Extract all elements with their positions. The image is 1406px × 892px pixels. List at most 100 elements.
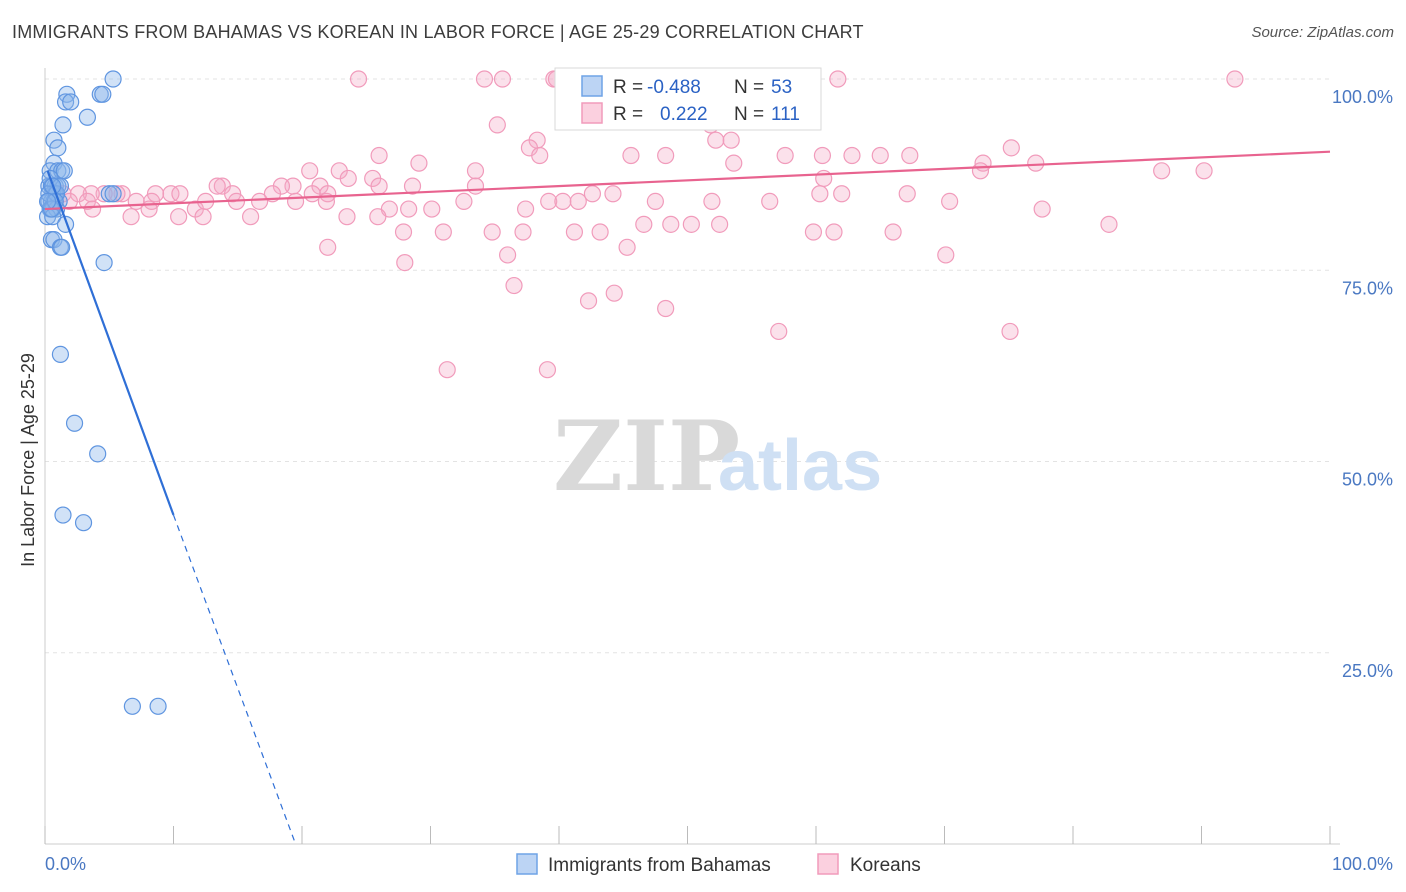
korean-point-19 bbox=[843, 146, 861, 165]
bahamas-point-42 bbox=[74, 514, 93, 532]
korean-point-83 bbox=[898, 185, 916, 203]
korean-point-87 bbox=[122, 208, 140, 226]
legend-n-value-2: 111 bbox=[771, 104, 800, 125]
korean-point-89 bbox=[170, 208, 188, 226]
bahamas-trend-extension bbox=[172, 514, 297, 845]
korean-point-15 bbox=[531, 146, 549, 165]
korean-point-121 bbox=[1153, 162, 1171, 180]
source-note: Source: ZipAtlas.com bbox=[1251, 24, 1394, 41]
korean-point-107 bbox=[1100, 215, 1118, 233]
watermark: ZIP atlas bbox=[553, 400, 882, 513]
korean-point-79 bbox=[703, 192, 721, 210]
korean-point-95 bbox=[434, 223, 452, 241]
bahamas-point-38 bbox=[51, 345, 70, 363]
bahamas-point-14 bbox=[55, 162, 73, 180]
korean-point-82 bbox=[833, 185, 851, 203]
korean-trend-line bbox=[44, 150, 1331, 211]
korean-series bbox=[46, 70, 1244, 379]
korean-point-97 bbox=[514, 223, 532, 241]
korean-point-72 bbox=[516, 200, 535, 218]
korean-point-22 bbox=[1002, 139, 1020, 157]
x-tick-label-0: 0.0% bbox=[45, 854, 86, 874]
korean-point-117 bbox=[1001, 322, 1019, 341]
bahamas-point-4 bbox=[94, 85, 112, 103]
korean-point-112 bbox=[505, 276, 523, 295]
korean-point-99 bbox=[591, 223, 609, 241]
korean-point-84 bbox=[941, 192, 959, 210]
legend-r-label-2: R = bbox=[613, 104, 643, 125]
korean-point-120 bbox=[319, 238, 337, 256]
korean-point-106 bbox=[884, 223, 902, 241]
korean-point-94 bbox=[394, 223, 413, 241]
korean-point-93 bbox=[369, 208, 387, 226]
korean-point-70 bbox=[455, 192, 473, 210]
korean-point-9 bbox=[488, 116, 506, 134]
bahamas-point-6 bbox=[78, 108, 97, 126]
bahamas-point-5 bbox=[104, 70, 122, 88]
korean-point-69 bbox=[423, 200, 441, 218]
bahamas-point-7 bbox=[54, 116, 72, 134]
korean-point-118 bbox=[538, 361, 557, 379]
bahamas-point-26 bbox=[104, 185, 122, 203]
korean-point-63 bbox=[250, 192, 269, 210]
korean-point-101 bbox=[662, 215, 680, 233]
korean-point-76 bbox=[583, 185, 602, 203]
korean-point-45 bbox=[208, 177, 226, 195]
korean-point-34 bbox=[339, 169, 357, 188]
korean-point-73 bbox=[540, 192, 558, 210]
legend-swatch-korean bbox=[581, 102, 603, 124]
trend-lines bbox=[44, 150, 1331, 845]
korean-point-105 bbox=[825, 223, 843, 241]
korean-point-29 bbox=[971, 162, 990, 180]
korean-point-36 bbox=[403, 177, 422, 195]
korean-point-13 bbox=[707, 131, 725, 149]
korean-point-14 bbox=[722, 131, 740, 149]
korean-point-71 bbox=[466, 177, 485, 195]
korean-point-81 bbox=[811, 185, 829, 203]
bahamas-point-25 bbox=[100, 185, 118, 203]
bottom-legend-korean: Koreans bbox=[850, 855, 921, 876]
korean-point-25 bbox=[410, 154, 428, 172]
bahamas-point-9 bbox=[49, 139, 67, 157]
korean-point-2 bbox=[493, 70, 512, 88]
legend-r-label-1: R = bbox=[613, 77, 643, 98]
legend-n-value-1: 53 bbox=[771, 77, 792, 98]
legend-n-label-2: N = bbox=[734, 104, 764, 125]
bahamas-point-44 bbox=[149, 697, 167, 715]
bahamas-point-1 bbox=[56, 93, 75, 111]
tick-labels: 100.0% 75.0% 50.0% 25.0% 0.0% 100.0% bbox=[45, 87, 1393, 874]
korean-point-108 bbox=[499, 246, 517, 264]
korean-point-0 bbox=[349, 70, 368, 88]
korean-point-104 bbox=[804, 223, 823, 241]
korean-point-18 bbox=[813, 146, 832, 165]
korean-point-92 bbox=[338, 208, 356, 226]
korean-point-116 bbox=[770, 322, 788, 341]
korean-point-30 bbox=[657, 146, 675, 165]
korean-point-23 bbox=[1027, 154, 1045, 172]
korean-point-86 bbox=[83, 200, 102, 218]
korean-point-1 bbox=[475, 70, 494, 88]
korean-point-80 bbox=[761, 192, 779, 210]
korean-point-122 bbox=[1195, 162, 1213, 180]
x-tick-label-1: 100.0% bbox=[1332, 854, 1393, 874]
korean-point-68 bbox=[400, 200, 418, 218]
korean-point-113 bbox=[605, 284, 623, 302]
korean-point-103 bbox=[711, 215, 729, 233]
y-tick-label-1: 75.0% bbox=[1342, 278, 1393, 298]
watermark-atlas: atlas bbox=[718, 426, 882, 506]
korean-point-17 bbox=[776, 146, 794, 165]
bahamas-point-36 bbox=[53, 238, 71, 256]
korean-point-119 bbox=[438, 361, 456, 379]
korean-point-49 bbox=[113, 185, 131, 203]
bahamas-point-40 bbox=[89, 445, 107, 463]
bahamas-point-51 bbox=[38, 192, 57, 210]
korean-point-91 bbox=[242, 208, 260, 226]
korean-point-100 bbox=[635, 215, 653, 233]
bahamas-trend-line bbox=[46, 170, 175, 516]
korean-point-110 bbox=[396, 254, 414, 272]
korean-point-78 bbox=[646, 192, 664, 210]
korean-point-114 bbox=[579, 292, 598, 310]
korean-point-24 bbox=[370, 146, 388, 165]
korean-point-115 bbox=[657, 299, 675, 318]
